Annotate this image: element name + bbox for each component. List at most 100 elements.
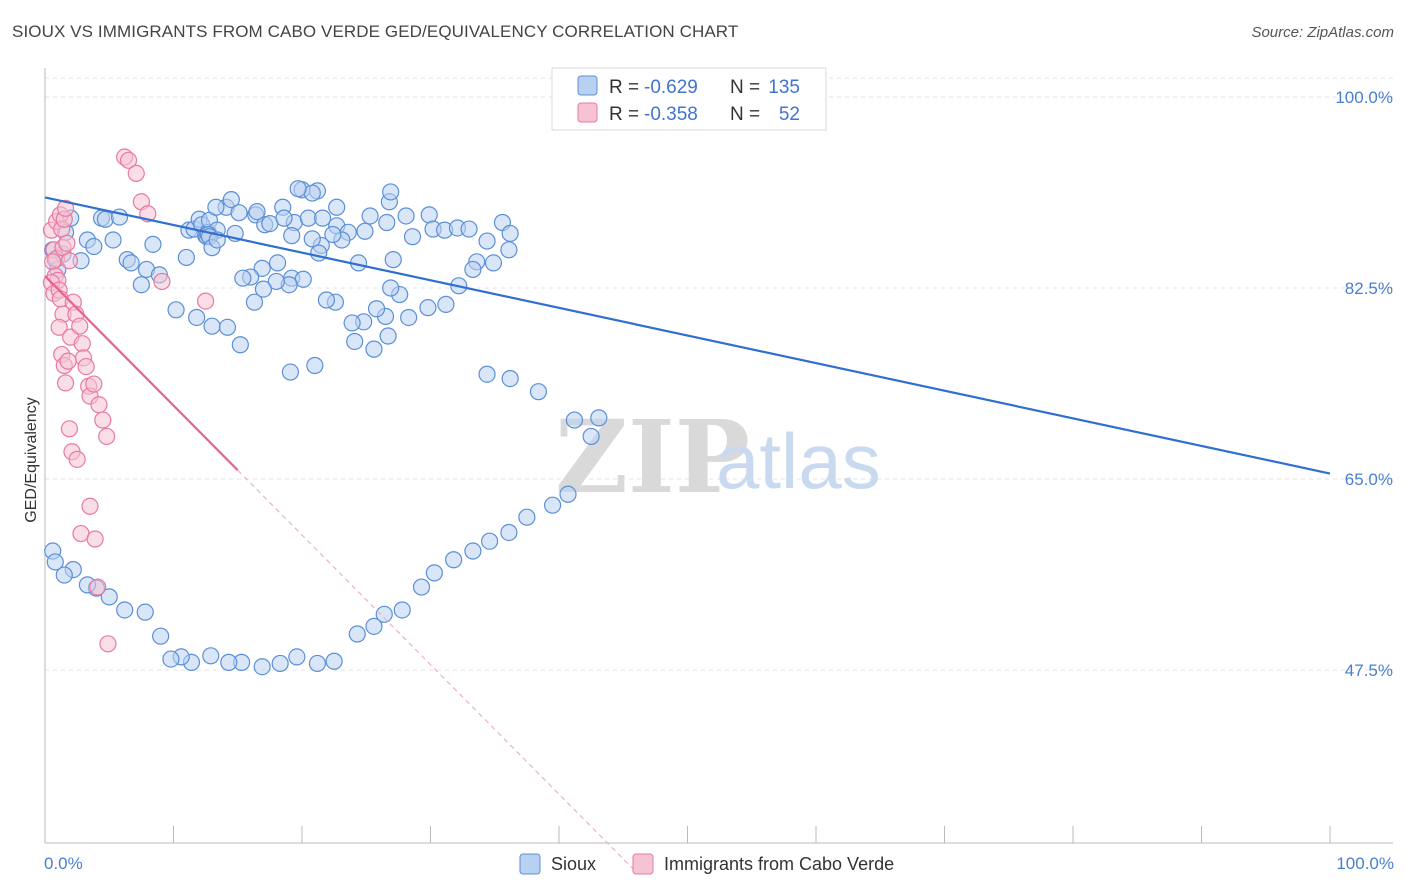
sioux-point-39 xyxy=(268,254,287,272)
sioux-point-129 xyxy=(375,605,393,623)
watermark-zip: ZIP xyxy=(555,398,750,516)
bottom-legend-swatch-sioux xyxy=(519,853,541,875)
legend-swatch-sioux xyxy=(577,75,598,96)
sioux-point-112 xyxy=(379,327,397,345)
sioux-point-80 xyxy=(501,224,519,243)
trend-lines xyxy=(44,196,1331,873)
sioux-point-54 xyxy=(313,209,332,227)
legend-n-value-sioux: 135 xyxy=(768,77,800,98)
cabo-verde-point-41 xyxy=(81,497,99,515)
sioux-point-119 xyxy=(559,485,577,503)
source-credit: Source: ZipAtlas.com xyxy=(1251,24,1394,41)
sioux-point-48 xyxy=(289,180,307,198)
y-tick-labels: 47.5% 65.0% 82.5% 100.0% xyxy=(1335,88,1393,680)
sioux-point-10 xyxy=(96,210,114,228)
sioux-point-113 xyxy=(478,365,496,383)
cabo-verde-point-35 xyxy=(94,411,112,429)
sioux-point-146 xyxy=(100,588,118,606)
sioux-point-41 xyxy=(253,259,271,277)
bottom-legend-swatch-cabo-verde xyxy=(632,853,654,875)
sioux-point-57 xyxy=(356,222,374,240)
sioux-point-114 xyxy=(501,369,519,388)
sioux-point-78 xyxy=(478,232,496,250)
cabo-verde-point-30 xyxy=(77,357,95,376)
cabo-verde-point-50 xyxy=(153,272,171,291)
sioux-point-70 xyxy=(403,228,422,246)
legend-r-value-cabo-verde: -0.358 xyxy=(644,104,698,125)
cabo-verde-point-34 xyxy=(90,396,108,414)
sioux-point-72 xyxy=(420,206,438,224)
sioux-point-104 xyxy=(188,308,206,327)
sioux-point-105 xyxy=(203,317,221,335)
sioux-point-86 xyxy=(419,299,437,317)
sioux-point-17 xyxy=(144,235,162,253)
sioux-point-109 xyxy=(306,356,324,375)
sioux-point-117 xyxy=(582,427,600,446)
legend-swatch-cabo-verde xyxy=(577,102,598,123)
sioux-point-106 xyxy=(218,318,237,336)
sioux-point-120 xyxy=(543,496,562,514)
sioux-point-71 xyxy=(397,207,415,225)
cabo-verde-point-23 xyxy=(59,352,77,370)
legend-r-value-sioux: -0.629 xyxy=(644,77,698,98)
sioux-point-83 xyxy=(464,260,482,279)
sioux-point-111 xyxy=(365,340,383,358)
cabo-verde-point-15 xyxy=(58,234,76,252)
legend-n-label-sioux: N = xyxy=(730,77,760,98)
sioux-point-131 xyxy=(348,625,366,643)
sioux-point-52 xyxy=(283,227,301,245)
cabo-verde-point-44 xyxy=(99,635,117,653)
chart-title: SIOUX VS IMMIGRANTS FROM CABO VERDE GED/… xyxy=(12,22,739,41)
sioux-point-87 xyxy=(400,308,418,327)
axes xyxy=(44,68,1393,844)
sioux-point-101 xyxy=(234,269,252,287)
sioux-point-11 xyxy=(104,231,122,249)
cabo-verde-point-47 xyxy=(127,164,145,182)
cabo-verde-trend-extension xyxy=(237,469,637,873)
x-tick-label-min: 0.0% xyxy=(44,854,83,873)
sioux-point-82 xyxy=(484,254,503,272)
sioux-point-110 xyxy=(346,332,364,351)
cabo-verde-point-33 xyxy=(85,375,103,393)
cabo-verde-point-36 xyxy=(98,427,116,446)
sioux-point-65 xyxy=(361,207,379,225)
cabo-verde-point-43 xyxy=(89,578,107,596)
sioux-point-115 xyxy=(529,383,548,401)
y-tick-label-3: 100.0% xyxy=(1335,88,1393,107)
cabo-verde-point-51 xyxy=(197,292,215,310)
sioux-point-14 xyxy=(122,254,140,272)
bottom-legend-label-sioux: Sioux xyxy=(551,854,596,874)
legend-r-label-cabo-verde: R = xyxy=(609,104,639,125)
sioux-point-145 xyxy=(116,601,134,619)
sioux-point-136 xyxy=(253,658,271,676)
sioux-point-76 xyxy=(460,220,478,238)
cabo-verde-point-27 xyxy=(71,317,89,335)
cabo-verde-point-46 xyxy=(119,151,138,169)
sioux-point-36 xyxy=(230,204,248,222)
stats-legend: R = -0.629 N = 135 R = -0.358 N = 52 xyxy=(551,67,827,131)
cabo-verde-point-37 xyxy=(60,420,79,438)
sioux-point-49 xyxy=(248,203,266,221)
cabo-verde-trend-line xyxy=(44,275,239,472)
bottom-legend-label-cabo-verde: Immigrants from Cabo Verde xyxy=(664,854,894,874)
sioux-point-128 xyxy=(393,601,411,619)
watermark-atlas: atlas xyxy=(716,417,881,505)
legend-n-label-cabo-verde: N = xyxy=(730,104,760,125)
cabo-verde-point-19 xyxy=(50,318,68,336)
sioux-point-139 xyxy=(202,647,220,665)
sioux-point-144 xyxy=(136,603,154,621)
sioux-point-118 xyxy=(590,409,608,427)
sioux-point-127 xyxy=(412,578,431,596)
sioux-point-135 xyxy=(271,654,289,673)
sioux-point-125 xyxy=(445,551,463,569)
sioux-trend-line xyxy=(44,196,1331,475)
grid-lines xyxy=(45,77,1393,671)
sioux-point-143 xyxy=(152,627,170,645)
sioux-point-126 xyxy=(425,564,443,582)
cabo-verde-point-28 xyxy=(73,335,91,353)
legend-r-label-sioux: R = xyxy=(609,77,639,98)
sioux-point-99 xyxy=(254,280,273,298)
sioux-point-68 xyxy=(378,213,396,232)
cabo-verde-point-3 xyxy=(44,253,62,271)
